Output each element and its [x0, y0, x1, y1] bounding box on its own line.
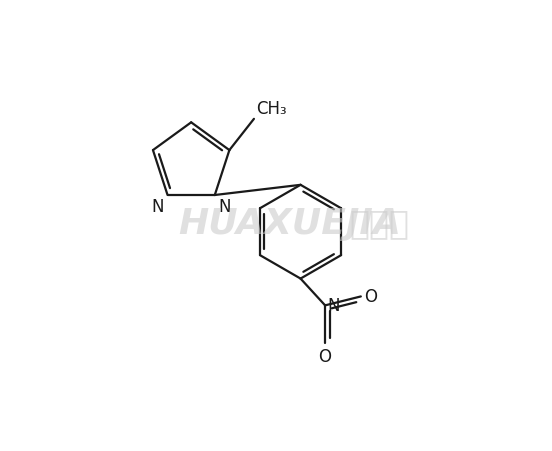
Text: N: N — [151, 198, 164, 216]
Text: O: O — [364, 288, 378, 306]
Text: HUAXUEJIA: HUAXUEJIA — [178, 206, 401, 240]
Text: CH₃: CH₃ — [256, 99, 287, 117]
Text: 化学加: 化学加 — [349, 207, 410, 240]
Text: N: N — [219, 198, 231, 216]
Text: N: N — [327, 297, 340, 315]
Text: O: O — [319, 347, 332, 365]
